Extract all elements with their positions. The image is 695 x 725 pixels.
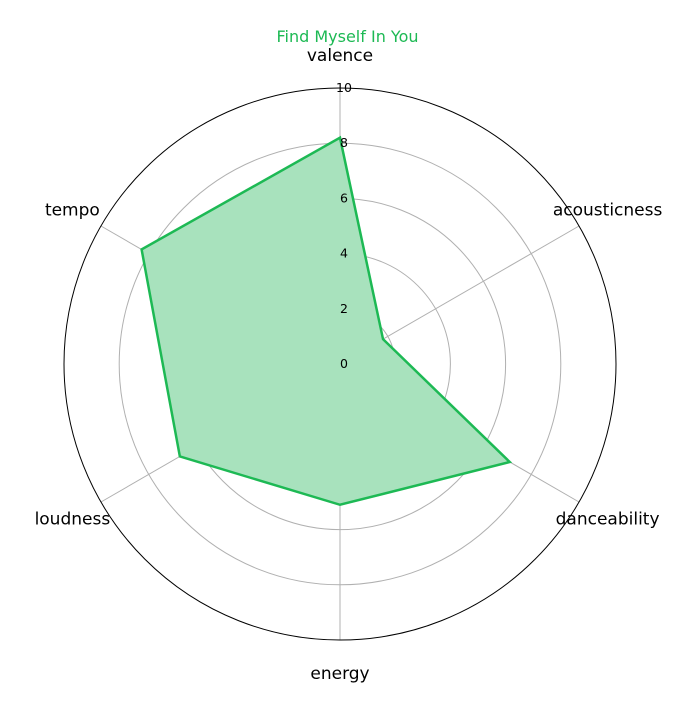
r-tick-label-6: 6 (340, 190, 348, 205)
chart-title: Find Myself In You (276, 27, 419, 46)
series-line-0 (140, 135, 513, 507)
series-area-0 (141, 137, 510, 505)
axis-label-loudness: loudness (35, 510, 111, 530)
r-tick-label-4: 4 (340, 246, 348, 261)
axis-label-acousticness: acousticness (553, 201, 663, 221)
axis-label-danceability: danceability (556, 510, 660, 530)
outer-frame (63, 87, 617, 641)
r-tick-label-10: 10 (336, 80, 352, 95)
axis-label-valence: valence (307, 46, 373, 66)
r-tick-label-2: 2 (340, 301, 348, 316)
axis-label-tempo: tempo (45, 201, 100, 221)
r-tick-label-8: 8 (340, 135, 348, 150)
axis-label-energy: energy (310, 664, 369, 684)
r-tick-label-0: 0 (340, 356, 348, 371)
